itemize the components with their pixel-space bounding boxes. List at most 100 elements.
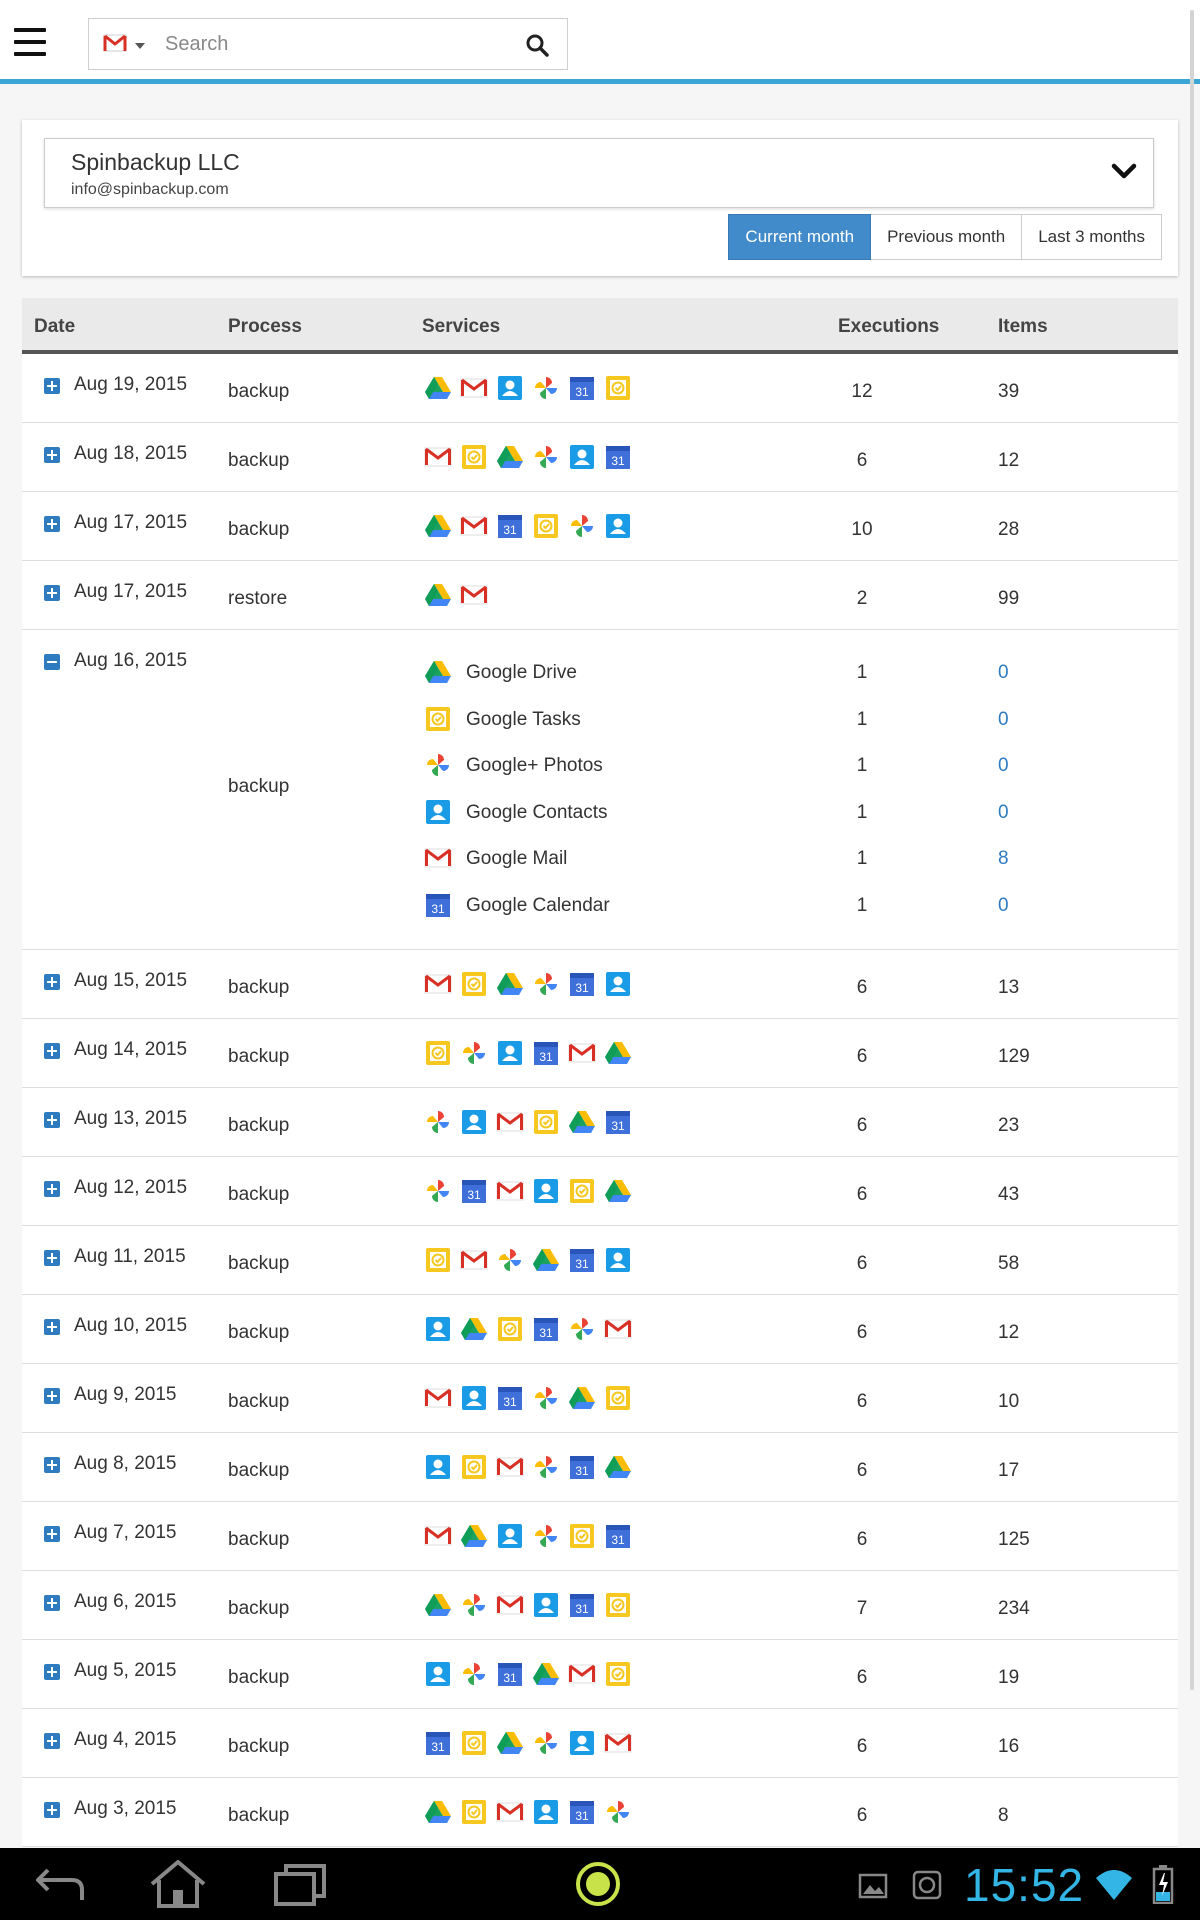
service-items-link[interactable]: 0 xyxy=(998,894,1009,916)
search-input[interactable] xyxy=(165,27,505,61)
expand-icon[interactable] xyxy=(44,1733,60,1749)
chevron-down-icon[interactable] xyxy=(1111,161,1137,181)
expand-icon[interactable] xyxy=(44,447,60,463)
table-row[interactable]: Aug 8, 2015 backup 31 6 17 xyxy=(22,1433,1178,1502)
row-executions: 6 xyxy=(856,1184,868,1205)
header-executions[interactable]: Executions xyxy=(838,316,940,337)
expand-icon[interactable] xyxy=(44,1526,60,1542)
expand-icon[interactable] xyxy=(44,1112,60,1128)
table-row[interactable]: Aug 10, 2015 backup 31 6 12 xyxy=(22,1295,1178,1364)
service-items-link[interactable]: 0 xyxy=(998,801,1009,823)
previous-month-button[interactable]: Previous month xyxy=(871,214,1023,260)
source-dropdown-caret[interactable] xyxy=(135,43,145,49)
row-process: backup xyxy=(228,381,290,402)
launcher-icon[interactable] xyxy=(574,1860,622,1908)
table-row[interactable]: Aug 16, 2015 backup Google Drive 1 0 Google T… xyxy=(22,630,1178,950)
table-row[interactable]: Aug 5, 2015 backup 31 6 19 xyxy=(22,1640,1178,1709)
row-services: 31 xyxy=(424,1384,640,1414)
expand-icon[interactable] xyxy=(44,1043,60,1059)
google-photos-icon xyxy=(532,970,560,998)
expand-icon[interactable] xyxy=(44,1595,60,1611)
collapse-icon[interactable] xyxy=(44,654,60,670)
row-items: 16 xyxy=(998,1736,1020,1757)
google-drive-icon xyxy=(424,512,452,540)
expand-icon[interactable] xyxy=(44,1802,60,1818)
row-items: 19 xyxy=(998,1667,1020,1688)
table-row[interactable]: Aug 18, 2015 backup 31 6 12 xyxy=(22,423,1178,492)
scrollbar[interactable] xyxy=(1190,10,1194,1690)
service-items-link[interactable]: 0 xyxy=(998,755,1009,776)
expand-icon[interactable] xyxy=(44,974,60,990)
google-drive-icon xyxy=(568,1384,596,1412)
expand-icon[interactable] xyxy=(44,1319,60,1335)
search-box[interactable] xyxy=(88,18,568,70)
expand-icon[interactable] xyxy=(44,1664,60,1680)
row-services: 31 xyxy=(424,1108,640,1138)
row-services: 31 xyxy=(424,1591,640,1621)
service-items-link[interactable]: 0 xyxy=(998,662,1009,683)
expand-icon[interactable] xyxy=(44,1250,60,1266)
svg-text:31: 31 xyxy=(611,1119,625,1133)
table-row[interactable]: Aug 13, 2015 backup 31 6 23 xyxy=(22,1088,1178,1157)
menu-icon[interactable] xyxy=(14,28,46,56)
service-items-link[interactable]: 8 xyxy=(998,848,1009,869)
service-detail-item: Google+ Photos 1 0 xyxy=(424,745,1144,792)
table-row[interactable]: Aug 11, 2015 backup 31 6 58 xyxy=(22,1226,1178,1295)
service-executions: 1 xyxy=(856,894,868,916)
table-row[interactable]: Aug 14, 2015 backup 31 6 129 xyxy=(22,1019,1178,1088)
table-body: Aug 19, 2015 backup 31 12 39 Aug 18, 2015 back… xyxy=(22,354,1178,1847)
gmail-icon[interactable] xyxy=(103,33,127,53)
google-tasks-icon xyxy=(568,1522,596,1550)
current-month-button[interactable]: Current month xyxy=(728,214,872,260)
table-row[interactable]: Aug 6, 2015 backup 31 7 234 xyxy=(22,1571,1178,1640)
table-row[interactable]: Aug 15, 2015 backup 31 6 13 xyxy=(22,950,1178,1019)
header-items[interactable]: Items xyxy=(998,316,1048,337)
row-executions: 6 xyxy=(856,1046,868,1067)
expand-icon[interactable] xyxy=(44,1457,60,1473)
service-detail-item: 31 Google Calendar 1 0 xyxy=(424,885,1144,932)
back-icon[interactable] xyxy=(32,1862,88,1906)
row-date: Aug 19, 2015 xyxy=(74,374,188,395)
table-row[interactable]: Aug 7, 2015 backup 31 6 125 xyxy=(22,1502,1178,1571)
row-date: Aug 6, 2015 xyxy=(74,1591,177,1612)
expand-icon[interactable] xyxy=(44,1181,60,1197)
expand-icon[interactable] xyxy=(44,585,60,601)
row-items: 23 xyxy=(998,1115,1020,1136)
expand-icon[interactable] xyxy=(44,516,60,532)
table-row[interactable]: Aug 17, 2015 restore 2 99 xyxy=(22,561,1178,630)
row-items: 17 xyxy=(998,1460,1020,1481)
row-executions: 6 xyxy=(856,1736,868,1757)
last-3-months-button[interactable]: Last 3 months xyxy=(1022,214,1162,260)
table-row[interactable]: Aug 17, 2015 backup 31 10 28 xyxy=(22,492,1178,561)
home-icon[interactable] xyxy=(148,1858,208,1910)
google-contacts-icon xyxy=(532,1177,560,1205)
table-row[interactable]: Aug 12, 2015 backup 31 6 43 xyxy=(22,1157,1178,1226)
row-process: backup xyxy=(228,1598,290,1619)
row-services: 31 xyxy=(424,1798,640,1828)
google-calendar-icon: 31 xyxy=(604,443,632,471)
table-row[interactable]: Aug 19, 2015 backup 31 12 39 xyxy=(22,354,1178,423)
account-email: info@spinbackup.com xyxy=(71,181,229,198)
search-icon[interactable] xyxy=(525,33,549,57)
account-selector[interactable]: Spinbackup LLC info@spinbackup.com xyxy=(44,138,1154,208)
row-process: backup xyxy=(228,519,290,540)
gmail-icon xyxy=(496,1453,524,1481)
header-date[interactable]: Date xyxy=(34,316,76,337)
service-items-link[interactable]: 0 xyxy=(998,708,1009,730)
row-executions: 6 xyxy=(856,1805,868,1826)
google-calendar-icon: 31 xyxy=(496,1384,524,1412)
google-drive-icon xyxy=(496,1729,524,1757)
google-drive-icon xyxy=(604,1039,632,1067)
google-tasks-icon xyxy=(604,374,632,402)
header-process[interactable]: Process xyxy=(228,316,302,337)
table-row[interactable]: Aug 3, 2015 backup 31 6 8 xyxy=(22,1778,1178,1847)
battery-icon xyxy=(1152,1865,1174,1904)
expand-icon[interactable] xyxy=(44,1388,60,1404)
row-date: Aug 5, 2015 xyxy=(74,1660,177,1681)
google-photos-icon xyxy=(460,1039,488,1067)
table-row[interactable]: Aug 9, 2015 backup 31 6 10 xyxy=(22,1364,1178,1433)
expand-icon[interactable] xyxy=(44,378,60,394)
recent-apps-icon[interactable] xyxy=(272,1862,328,1906)
google-calendar-icon: 31 xyxy=(496,1660,524,1688)
table-row[interactable]: Aug 4, 2015 backup 31 6 16 xyxy=(22,1709,1178,1778)
